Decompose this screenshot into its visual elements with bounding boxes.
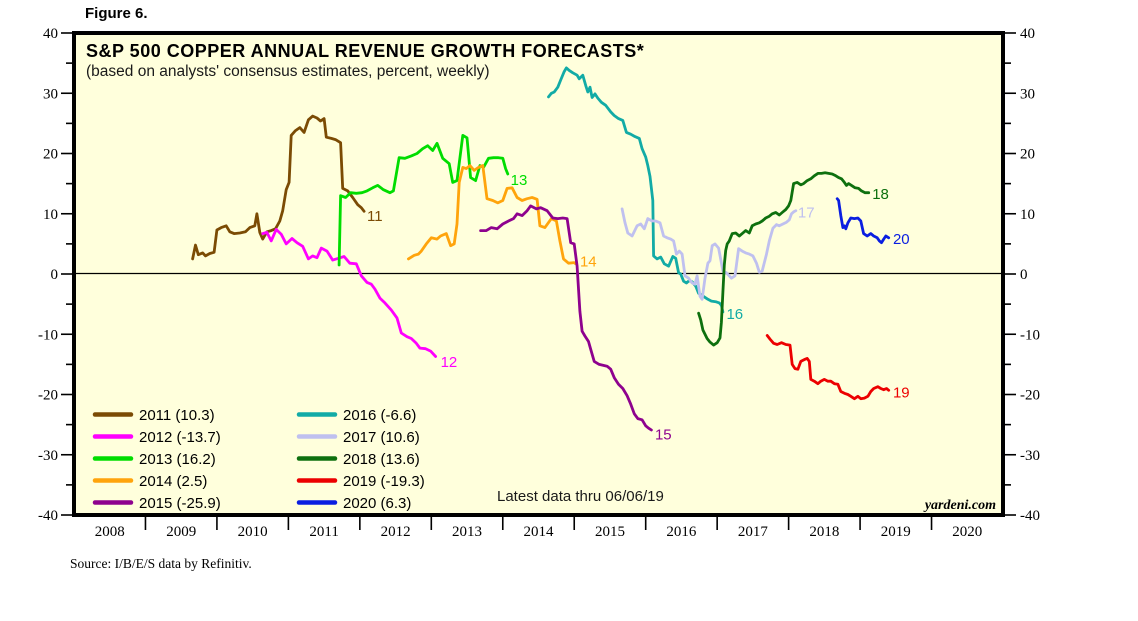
series-tag-2015: 15 — [655, 426, 672, 443]
series-line-2020 — [835, 197, 891, 245]
y-tick-label-right: 0 — [1020, 267, 1028, 283]
y-tick-label-right: -20 — [1020, 388, 1040, 404]
x-year-label: 2020 — [952, 524, 982, 540]
y-tick-label-left: 30 — [43, 86, 58, 102]
y-tick-label-right: 20 — [1020, 147, 1035, 163]
figure-label: Figure 6. — [85, 5, 148, 22]
legend-item-2018: 2018 (13.6) — [296, 451, 420, 468]
series-tag-2017: 17 — [798, 205, 815, 222]
chart-title: S&P 500 COPPER ANNUAL REVENUE GROWTH FOR… — [86, 41, 644, 61]
legend-label-2018: 2018 (13.6) — [343, 451, 420, 468]
series-tag-2019: 19 — [893, 385, 910, 402]
y-tick-label-left: 0 — [51, 267, 59, 283]
series-tag-2013: 13 — [511, 172, 528, 189]
legend-item-2015: 2015 (-25.9) — [92, 495, 221, 512]
y-tick-label-right: 30 — [1020, 86, 1035, 102]
source-note: Source: I/B/E/S data by Refinitiv. — [70, 556, 252, 571]
y-tick-label-left: 40 — [43, 26, 58, 42]
series-line-2011 — [191, 114, 366, 261]
series-line-2015 — [479, 204, 653, 432]
x-year-label: 2012 — [381, 524, 411, 540]
legend-item-2013: 2013 (16.2) — [92, 451, 216, 468]
legend-label-2016: 2016 (-6.6) — [343, 407, 416, 424]
y-axis-right: -40 -30 -20 -10 0 10 20 30 40 — [1004, 26, 1040, 524]
series-tag-2011: 11 — [367, 208, 383, 225]
legend-item-2011: 2011 (10.3) — [92, 407, 215, 424]
series-tag-2020: 20 — [893, 231, 910, 248]
y-tick-label-left: -10 — [38, 327, 58, 343]
series-line-2019 — [765, 334, 891, 401]
legend-item-2020: 2020 (6.3) — [296, 495, 411, 512]
y-tick-label-left: 10 — [43, 207, 58, 223]
legend-item-2014: 2014 (2.5) — [92, 473, 207, 490]
legend-label-2013: 2013 (16.2) — [139, 451, 216, 468]
latest-data-note: Latest data thru 06/06/19 — [497, 488, 664, 505]
series-line-2014 — [406, 164, 578, 266]
legend-label-2014: 2014 (2.5) — [139, 473, 207, 490]
series-line-2018 — [697, 171, 871, 347]
x-year-label: 2016 — [666, 524, 697, 540]
legend-label-2012: 2012 (-13.7) — [139, 429, 221, 446]
legend-item-2012: 2012 (-13.7) — [92, 429, 221, 446]
series-line-2012 — [261, 227, 438, 358]
legend-item-2017: 2017 (10.6) — [296, 429, 420, 446]
x-year-label: 2017 — [738, 524, 769, 540]
y-tick-label-left: -30 — [38, 448, 58, 464]
legend: 2011 (10.3) 2012 (-13.7) 2013 (16.2) 2014 (… — [92, 407, 425, 512]
y-tick-label-right: 10 — [1020, 207, 1035, 223]
x-year-label: 2019 — [881, 524, 911, 540]
legend-item-2019: 2019 (-19.3) — [296, 473, 425, 490]
series-tag-2016: 16 — [726, 306, 743, 323]
x-year-label: 2015 — [595, 524, 625, 540]
y-tick-label-left: 20 — [43, 147, 58, 163]
legend-label-2015: 2015 (-25.9) — [139, 495, 221, 512]
x-year-label: 2013 — [452, 524, 482, 540]
x-year-label: 2010 — [238, 524, 268, 540]
series-tag-2012: 12 — [441, 354, 458, 371]
x-year-label: 2011 — [309, 524, 338, 540]
legend-label-2019: 2019 (-19.3) — [343, 473, 425, 490]
x-year-label: 2008 — [95, 524, 125, 540]
legend-label-2017: 2017 (10.6) — [343, 429, 420, 446]
series-tag-2018: 18 — [872, 186, 889, 203]
y-tick-label-left: -20 — [38, 388, 58, 404]
chart-subtitle: (based on analysts' consensus estimates,… — [86, 63, 490, 80]
y-tick-label-right: -10 — [1020, 327, 1040, 343]
series-tag-2014: 14 — [580, 253, 597, 270]
y-axis-left: -40 -30 -20 -10 0 10 20 30 40 — [38, 26, 73, 524]
x-year-label: 2009 — [166, 524, 196, 540]
watermark: yardeni.com — [923, 498, 996, 513]
legend-item-2016: 2016 (-6.6) — [296, 407, 416, 424]
legend-label-2020: 2020 (6.3) — [343, 495, 411, 512]
y-tick-label-right: -40 — [1020, 508, 1040, 524]
series-tags: 11 12 13 14 15 16 17 18 19 20 — [367, 172, 910, 443]
legend-label-2011: 2011 (10.3) — [139, 407, 215, 424]
x-year-label: 2014 — [524, 524, 555, 540]
y-tick-label-right: -30 — [1020, 448, 1040, 464]
y-tick-label-right: 40 — [1020, 26, 1035, 42]
series-line-2017 — [620, 207, 798, 301]
series-lines — [191, 66, 891, 432]
y-tick-label-left: -40 — [38, 508, 58, 524]
x-axis: 2008 2009 2010 2011 2012 2013 2014 2015 2016 2017… — [95, 516, 982, 540]
series-line-2013 — [337, 133, 510, 267]
x-year-label: 2018 — [809, 524, 839, 540]
